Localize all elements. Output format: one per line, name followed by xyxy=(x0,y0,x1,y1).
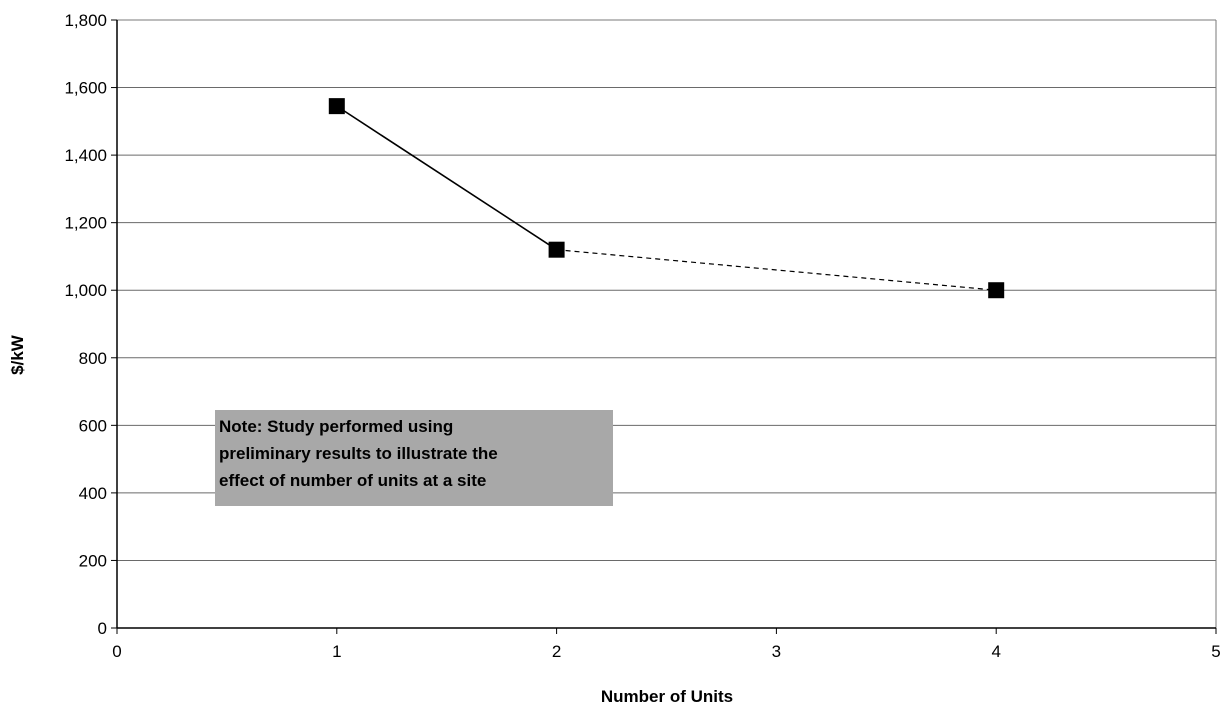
x-tick-label: 5 xyxy=(1211,642,1220,661)
x-axis-title: Number of Units xyxy=(601,687,733,706)
y-tick-label: 0 xyxy=(98,619,107,638)
series-line xyxy=(336,105,997,291)
y-tick-label: 400 xyxy=(79,484,107,503)
y-tick-label: 200 xyxy=(79,551,107,570)
series-segment xyxy=(556,249,997,291)
note-line: preliminary results to illustrate the xyxy=(219,444,498,463)
note-line: effect of number of units at a site xyxy=(219,471,486,490)
x-tick-label: 4 xyxy=(991,642,1000,661)
y-tick-label: 1,600 xyxy=(64,79,107,98)
series-markers xyxy=(328,98,1005,299)
x-tick-labels: 0 1 2 3 4 5 xyxy=(112,642,1220,661)
note-box xyxy=(215,410,613,506)
y-axis-title: $/kW xyxy=(8,334,27,375)
x-tick-label: 1 xyxy=(332,642,341,661)
x-tick-label: 0 xyxy=(112,642,121,661)
y-tick-labels: 0 200 400 600 800 1,000 1,200 1,400 1,600 1,800 xyxy=(64,11,107,638)
x-tick-label: 3 xyxy=(772,642,781,661)
note-line: Note: Study performed using xyxy=(219,417,453,436)
data-point-marker xyxy=(548,241,565,258)
note-annotation: Note: Study performed using preliminary r… xyxy=(215,410,613,506)
x-tick-label: 2 xyxy=(552,642,561,661)
series-segment xyxy=(336,105,558,251)
y-tick-label: 1,200 xyxy=(64,214,107,233)
y-tick-label: 600 xyxy=(79,416,107,435)
y-tick-label: 1,800 xyxy=(64,11,107,30)
data-point-marker xyxy=(988,282,1005,299)
axes xyxy=(111,19,1217,634)
data-point-marker xyxy=(328,98,345,115)
y-tick-label: 800 xyxy=(79,349,107,368)
y-tick-label: 1,000 xyxy=(64,281,107,300)
y-tick-label: 1,400 xyxy=(64,146,107,165)
